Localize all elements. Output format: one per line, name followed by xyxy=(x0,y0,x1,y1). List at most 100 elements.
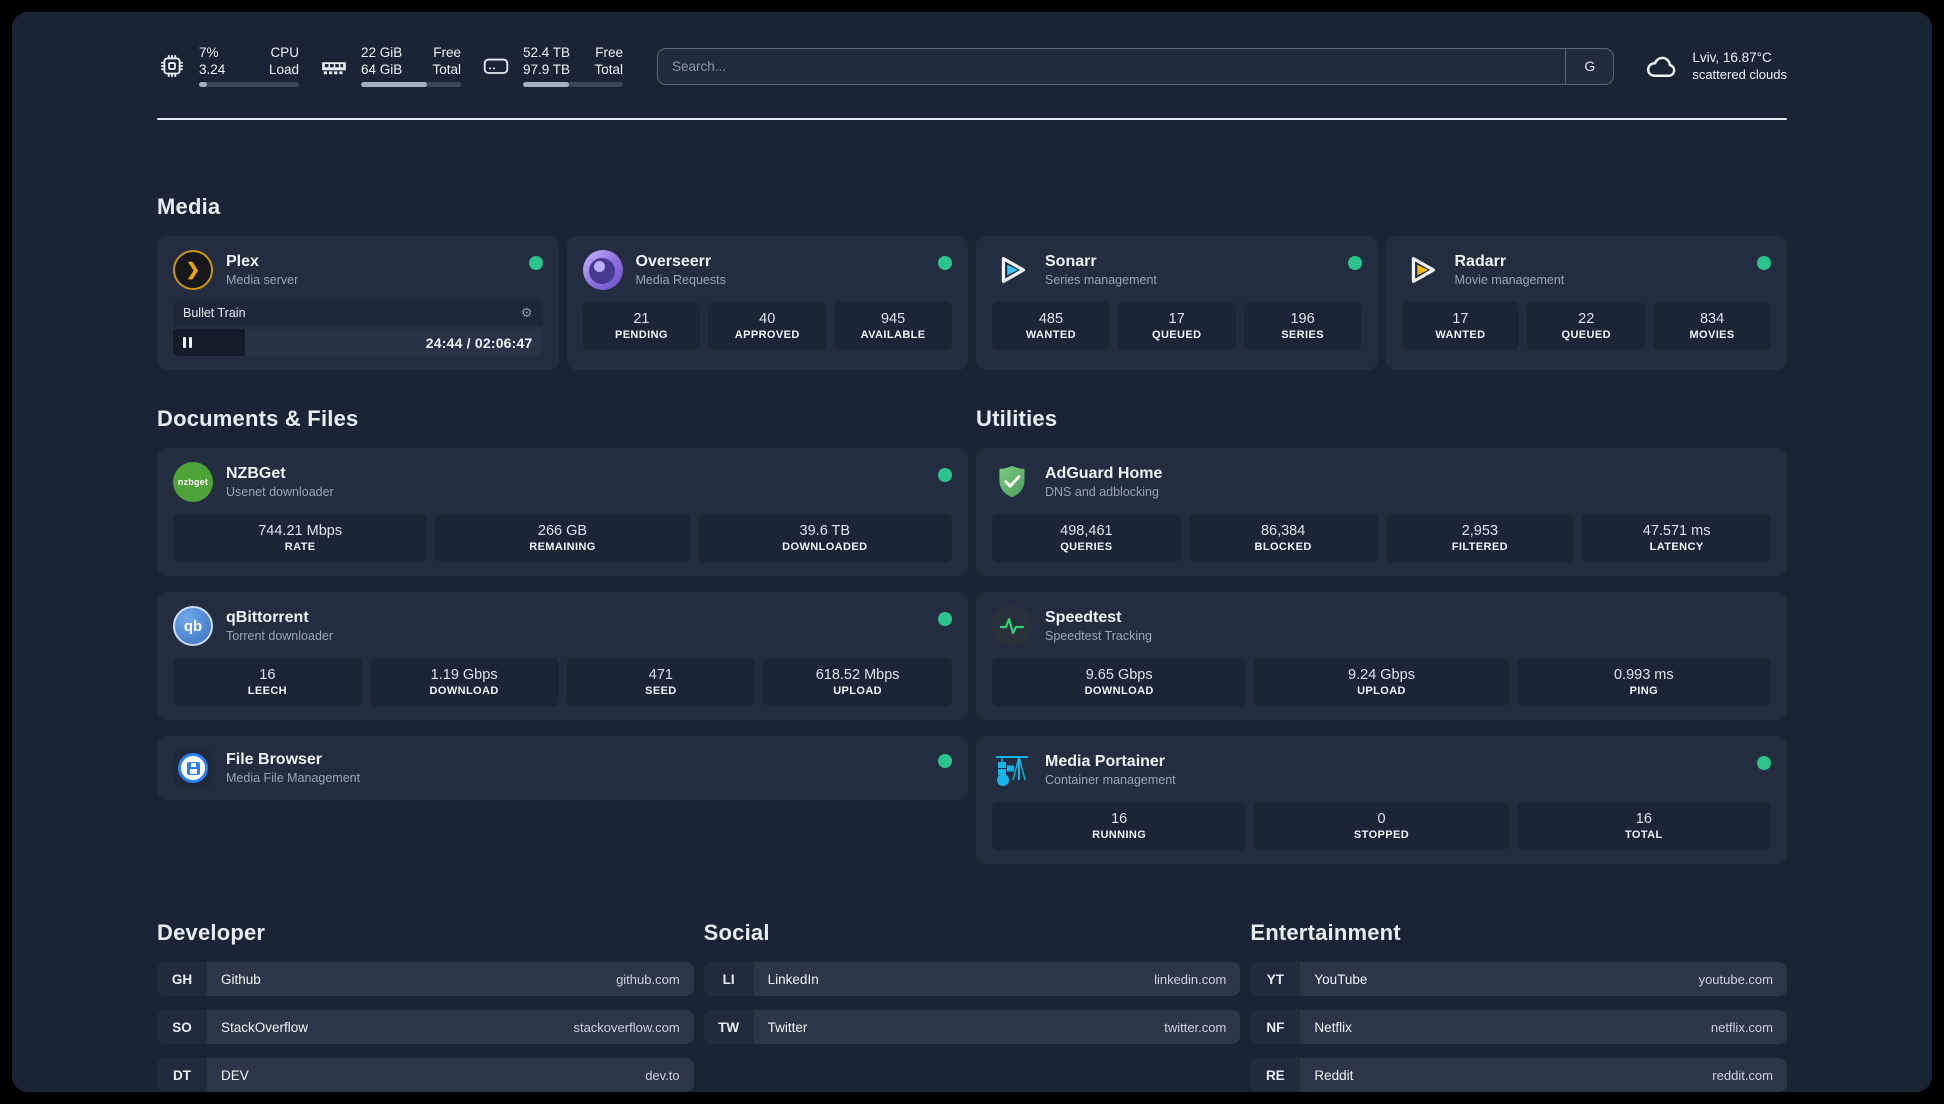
app-card-filebrowser[interactable]: File Browser Media File Management xyxy=(157,736,968,800)
stat-value: 0 xyxy=(1377,811,1386,827)
app-name: Radarr xyxy=(1454,253,1507,270)
app-card-adguard[interactable]: AdGuard Home DNS and adblocking 498,461 … xyxy=(976,448,1787,576)
stat-value: 86,384 xyxy=(1260,523,1306,539)
stat-label: BLOCKED xyxy=(1254,541,1312,553)
app-name: Plex xyxy=(226,253,259,270)
stat-tile: 9.24 Gbps UPLOAD xyxy=(1254,658,1509,706)
link-tag: GH xyxy=(157,962,207,996)
search-engine-button[interactable]: G xyxy=(1565,48,1614,84)
overseerr-icon xyxy=(582,250,623,290)
link-url: twitter.com xyxy=(1164,1019,1227,1035)
app-name: qBittorrent xyxy=(226,609,309,626)
status-online-dot xyxy=(1757,256,1771,270)
link-github[interactable]: GH Github github.com xyxy=(157,962,694,996)
stat-label: DOWNLOADED xyxy=(782,541,868,553)
app-card-nzbget[interactable]: nzbget NZBGet Usenet downloader 744.21 M… xyxy=(157,448,968,576)
system-stats: 7% 3.24 CPU Load xyxy=(157,45,623,87)
weather-widget: Lviv, 16.87°C scattered clouds xyxy=(1644,50,1787,82)
stat-value: 2,953 xyxy=(1461,523,1499,539)
radarr-icon xyxy=(1402,250,1442,290)
link-youtube[interactable]: YT YouTube youtube.com xyxy=(1250,962,1787,996)
app-name: Sonarr xyxy=(1045,253,1097,270)
stat-label: QUEUED xyxy=(1152,329,1202,341)
pause-icon xyxy=(183,337,192,348)
app-card-sonarr[interactable]: Sonarr Series management 485 WANTED 17 Q… xyxy=(976,236,1378,370)
playback-progress: 24:44 / 02:06:47 xyxy=(173,329,543,356)
stat-tile: 196 SERIES xyxy=(1243,302,1362,350)
link-url: youtube.com xyxy=(1698,971,1773,987)
stat-label: AVAILABLE xyxy=(860,329,926,341)
link-name: Github xyxy=(221,971,261,987)
header: 7% 3.24 CPU Load xyxy=(157,38,1787,94)
disk-total-label: Total xyxy=(594,62,623,77)
stat-label: PENDING xyxy=(614,329,668,341)
stat-label: QUERIES xyxy=(1060,541,1113,553)
stat-tile: 2,953 FILTERED xyxy=(1385,514,1575,562)
stat-tile: 40 APPROVED xyxy=(708,302,827,350)
link-reddit[interactable]: RE Reddit reddit.com xyxy=(1250,1058,1787,1092)
link-url: stackoverflow.com xyxy=(573,1019,680,1035)
social-section: Social LI LinkedIn linkedin.com TW Twitt… xyxy=(703,920,1241,1092)
link-linkedin[interactable]: LI LinkedIn linkedin.com xyxy=(703,962,1241,996)
stat-label: SERIES xyxy=(1281,329,1324,341)
app-card-qbittorrent[interactable]: qb qBittorrent Torrent downloader 16 xyxy=(157,592,968,720)
cpu-stat: 7% 3.24 CPU Load xyxy=(157,45,299,87)
link-twitter[interactable]: TW Twitter twitter.com xyxy=(703,1010,1241,1044)
app-card-plex[interactable]: ❯ Plex Media server Bullet Train ⚙ xyxy=(157,236,559,370)
stat-label: FILTERED xyxy=(1451,541,1508,553)
app-name: NZBGet xyxy=(226,465,286,482)
ram-total: 64 GiB xyxy=(361,62,403,77)
link-tag: TW xyxy=(703,1010,754,1044)
stat-label: LEECH xyxy=(247,685,288,697)
stat-tile: 485 WANTED xyxy=(992,302,1110,350)
app-card-radarr[interactable]: Radarr Movie management 17 WANTED 22 QUE… xyxy=(1385,236,1787,370)
stat-value: 485 xyxy=(1038,311,1064,327)
search-input[interactable] xyxy=(658,48,1566,84)
app-desc: Movie management xyxy=(1454,273,1565,287)
link-dev[interactable]: DT DEV dev.to xyxy=(157,1058,694,1092)
playback-time: 24:44 / 02:06:47 xyxy=(425,334,533,351)
link-name: Reddit xyxy=(1314,1067,1354,1083)
app-desc: DNS and adblocking xyxy=(1045,485,1159,499)
disk-free-label: Free xyxy=(595,45,623,60)
stat-tile: 16 TOTAL xyxy=(1516,802,1771,850)
app-desc: Media server xyxy=(226,273,299,287)
load-label: Load xyxy=(268,62,299,77)
disk-free: 52.4 TB xyxy=(523,45,571,60)
stat-tile: 17 WANTED xyxy=(1401,302,1520,350)
dashboard: 7% 3.24 CPU Load xyxy=(12,12,1932,1092)
link-url: reddit.com xyxy=(1712,1067,1773,1083)
stat-value: 17 xyxy=(1452,311,1469,327)
ram-icon xyxy=(319,53,349,79)
status-online-dot xyxy=(1347,256,1362,270)
status-online-dot xyxy=(938,754,952,768)
stat-label: RATE xyxy=(284,541,316,553)
cpu-usage: 7% xyxy=(199,45,219,60)
ram-progress xyxy=(361,82,461,87)
stat-value: 744.21 Mbps xyxy=(258,523,343,539)
stat-tile: 86,384 BLOCKED xyxy=(1188,514,1378,562)
link-stackoverflow[interactable]: SO StackOverflow stackoverflow.com xyxy=(157,1010,694,1044)
weather-condition: scattered clouds xyxy=(1692,67,1787,82)
app-card-portainer[interactable]: Media Portainer Container management 16 … xyxy=(976,736,1787,864)
utilities-column: Utilities xyxy=(976,406,1787,864)
app-card-overseerr[interactable]: Overseerr Media Requests 21 PENDING 40 A… xyxy=(566,236,968,370)
stat-value: 498,461 xyxy=(1060,523,1113,539)
ram-free-label: Free xyxy=(433,45,461,60)
stat-tile: 1.19 Gbps DOWNLOAD xyxy=(369,658,559,706)
stat-label: PING xyxy=(1629,685,1659,697)
search-bar[interactable]: G xyxy=(657,47,1615,85)
status-online-dot xyxy=(1757,756,1771,770)
portainer-icon xyxy=(992,750,1032,790)
stat-tile: 22 QUEUED xyxy=(1527,302,1646,350)
stat-tile: 16 LEECH xyxy=(173,658,362,706)
link-tag: SO xyxy=(157,1010,207,1044)
stat-value: 17 xyxy=(1168,311,1185,327)
app-card-speedtest[interactable]: Speedtest Speedtest Tracking 9.65 Gbps D… xyxy=(976,592,1787,720)
stat-value: 834 xyxy=(1699,311,1725,327)
section-title-documents: Documents & Files xyxy=(157,406,359,431)
session-settings-icon[interactable]: ⚙ xyxy=(520,305,533,320)
stat-tile: 618.52 Mbps UPLOAD xyxy=(763,658,952,706)
cpu-icon xyxy=(157,53,187,79)
link-netflix[interactable]: NF Netflix netflix.com xyxy=(1250,1010,1787,1044)
